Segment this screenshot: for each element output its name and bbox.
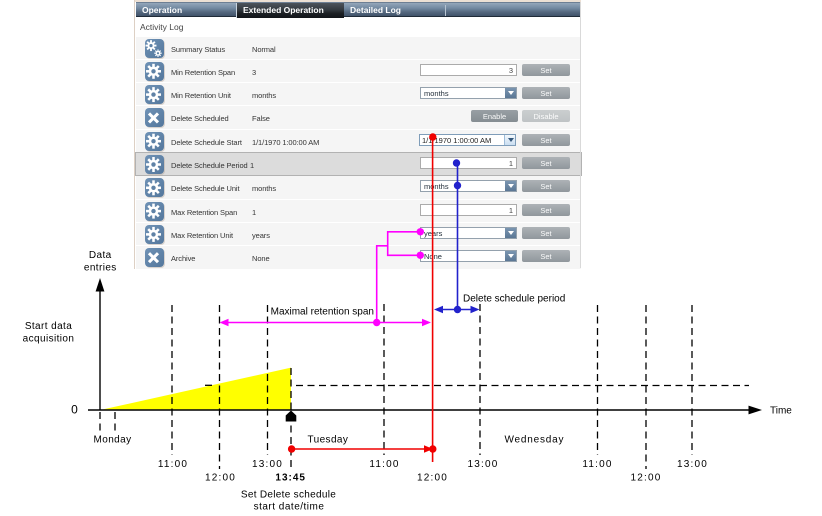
svg-text:13:00: 13:00 [467, 459, 498, 470]
svg-text:Tuesday: Tuesday [308, 435, 349, 446]
svg-text:11:00: 11:00 [582, 459, 612, 470]
svg-text:12:00: 12:00 [205, 473, 236, 484]
svg-text:13:45: 13:45 [275, 473, 306, 484]
svg-text:12:00: 12:00 [417, 473, 448, 484]
svg-text:12:00: 12:00 [630, 473, 661, 484]
svg-text:Monday: Monday [94, 435, 132, 446]
svg-text:13:00: 13:00 [677, 459, 708, 470]
svg-text:Set Delete schedule: Set Delete schedule [241, 490, 336, 501]
svg-text:Start data: Start data [25, 321, 72, 332]
svg-text:entries: entries [84, 262, 117, 273]
svg-text:Maximal retention span: Maximal retention span [271, 307, 374, 318]
svg-text:Data: Data [89, 250, 112, 261]
svg-text:start date/time: start date/time [254, 502, 325, 513]
svg-text:13:00: 13:00 [252, 459, 283, 470]
svg-text:11:00: 11:00 [158, 459, 188, 470]
svg-text:0: 0 [71, 403, 78, 417]
svg-text:Wednesday: Wednesday [505, 435, 565, 446]
svg-text:11:00: 11:00 [369, 459, 399, 470]
svg-text:Delete schedule period: Delete schedule period [463, 294, 565, 305]
svg-text:acquisition: acquisition [23, 333, 75, 344]
svg-text:Time: Time [770, 406, 792, 417]
